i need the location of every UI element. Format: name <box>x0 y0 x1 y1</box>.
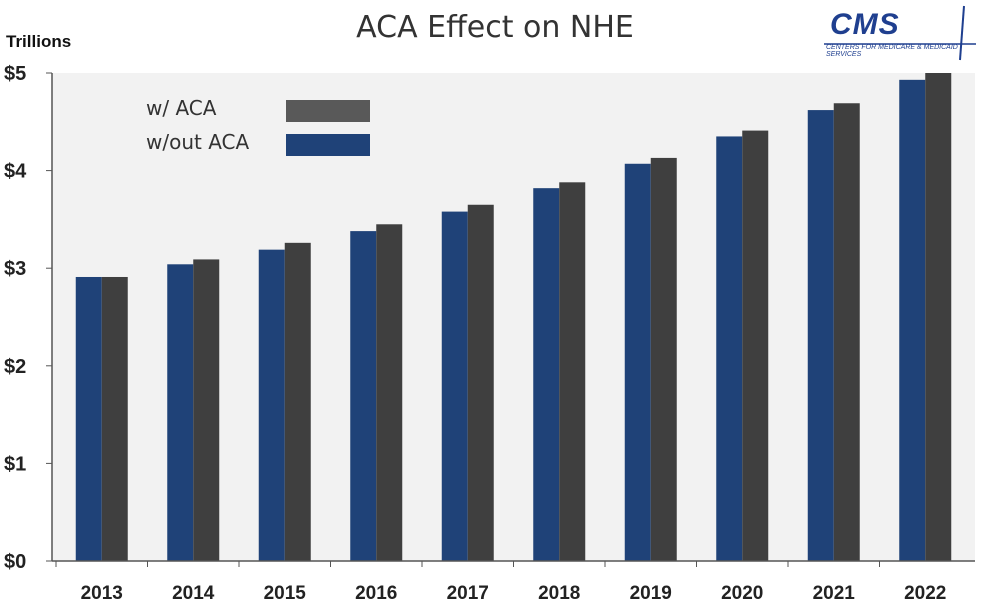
chart-title: ACA Effect on NHE <box>356 10 634 45</box>
x-tick-label: 2015 <box>264 583 307 604</box>
bar-without-aca <box>807 110 834 561</box>
x-tick-label: 2021 <box>813 583 856 604</box>
x-tick-label: 2020 <box>721 583 763 604</box>
y-tick-label: $4 <box>4 161 27 183</box>
bar-with-aca <box>833 103 860 562</box>
bar-with-aca <box>193 259 220 561</box>
bar-with-aca <box>925 73 952 561</box>
y-tick-label: $5 <box>4 63 26 85</box>
legend-label-with-aca: w/ ACA <box>146 96 217 120</box>
bar-without-aca <box>716 136 743 561</box>
legend-swatch-without-aca <box>286 134 370 156</box>
legend: w/ ACA w/out ACA <box>146 96 370 164</box>
bar-with-aca <box>284 242 311 561</box>
y-tick-label: $1 <box>4 453 26 475</box>
x-tick-label: 2016 <box>355 583 397 604</box>
bar-without-aca <box>258 249 285 561</box>
legend-label-without-aca: w/out ACA <box>146 130 250 154</box>
bar-without-aca <box>624 163 651 561</box>
y-axis-units-label: Trillions <box>6 32 72 51</box>
x-tick-label: 2017 <box>447 583 489 604</box>
cms-logo-subtitle: CENTERS FOR MEDICARE & MEDICAID SERVICES <box>826 44 958 58</box>
y-tick-label: $3 <box>4 258 26 280</box>
x-tick-label: 2014 <box>172 583 215 604</box>
bar-without-aca <box>441 211 468 562</box>
bar-without-aca <box>899 79 926 561</box>
bar-with-aca <box>467 204 494 561</box>
bar-with-aca <box>742 130 769 562</box>
legend-item-with-aca: w/ ACA <box>146 96 370 130</box>
bar-without-aca <box>167 264 194 561</box>
y-tick-label: $2 <box>4 356 26 378</box>
bar-without-aca <box>75 276 102 561</box>
x-tick-label: 2018 <box>538 583 580 604</box>
x-tick-label: 2019 <box>630 583 672 604</box>
cms-logo-text: CMS <box>830 8 900 41</box>
legend-item-without-aca: w/out ACA <box>146 130 370 164</box>
bar-without-aca <box>350 231 377 561</box>
x-tick-label: 2013 <box>81 583 123 604</box>
cms-logo-graphic <box>824 5 976 61</box>
bar-with-aca <box>101 276 128 561</box>
bar-without-aca <box>533 188 560 561</box>
bar-with-aca <box>559 182 586 561</box>
y-tick-label: $0 <box>4 551 26 573</box>
x-tick-label: 2022 <box>904 583 946 604</box>
bar-with-aca <box>376 224 403 561</box>
bar-with-aca <box>650 157 677 562</box>
legend-swatch-with-aca <box>286 100 370 122</box>
